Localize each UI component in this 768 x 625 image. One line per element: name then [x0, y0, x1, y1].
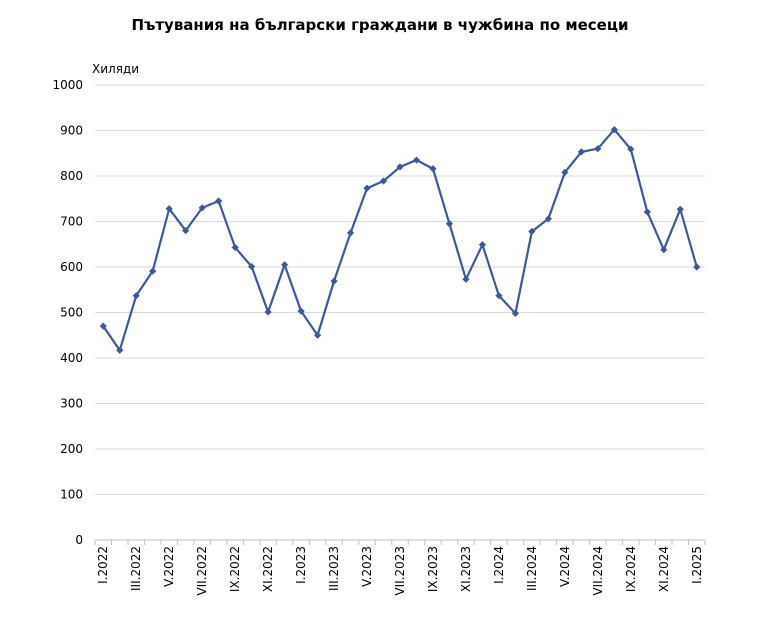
- y-axis-tick-labels: 0 100 200 300 400 500 600 700 800 900 1000: [52, 78, 83, 547]
- data-point: [379, 177, 388, 185]
- data-point: [478, 241, 487, 249]
- y-tick-label: 900: [60, 124, 83, 138]
- data-point: [594, 145, 602, 153]
- gridlines: [95, 84, 705, 495]
- data-point: [412, 156, 421, 164]
- x-tick-label: XI.2023: [459, 546, 473, 592]
- data-point: [528, 227, 536, 236]
- data-point: [610, 125, 618, 134]
- y-tick-label: 0: [75, 533, 83, 547]
- data-point: [577, 148, 585, 156]
- data-point: [280, 261, 289, 269]
- data-point: [165, 205, 173, 213]
- data-point: [363, 184, 371, 192]
- data-point: [511, 309, 520, 318]
- x-tick-label: I.2022: [96, 546, 110, 584]
- x-tick-label: I.2024: [492, 546, 506, 584]
- x-tick-label: V.2022: [162, 546, 176, 587]
- data-point: [346, 229, 355, 237]
- data-point: [445, 220, 454, 228]
- y-tick-label: 400: [60, 351, 83, 365]
- x-tick-label: XI.2024: [657, 546, 671, 592]
- data-point: [215, 197, 223, 205]
- data-point: [561, 168, 569, 176]
- y-tick-label: 700: [60, 215, 83, 229]
- data-point: [429, 165, 437, 173]
- data-point: [132, 292, 140, 300]
- x-tick-label: VII.2022: [195, 546, 209, 596]
- data-point: [330, 277, 338, 285]
- data-point: [99, 322, 107, 330]
- data-point: [116, 346, 124, 354]
- data-point: [495, 292, 503, 300]
- y-tick-label: 300: [60, 397, 83, 411]
- x-axis: [94, 539, 706, 545]
- x-tick-label: IX.2022: [228, 546, 242, 592]
- data-point: [693, 263, 701, 271]
- x-tick-label: IX.2024: [624, 546, 638, 592]
- x-tick-label: III.2022: [129, 546, 143, 591]
- data-point: [643, 208, 651, 216]
- data-point: [313, 331, 322, 339]
- data-point: [627, 145, 635, 153]
- data-point: [660, 246, 668, 254]
- data-point: [149, 267, 157, 275]
- x-axis-tick-labels: I.2022 III.2022 V.2022 VII.2022 IX.2022 XI.20…: [96, 546, 704, 596]
- x-tick-label: VII.2023: [393, 546, 407, 596]
- x-tick-label: I.2025: [690, 546, 704, 584]
- data-point: [676, 205, 684, 213]
- data-point: [231, 243, 239, 252]
- y-axis-unit-label: Хиляди: [92, 62, 139, 76]
- x-tick-label: V.2024: [558, 546, 572, 587]
- data-point: [248, 262, 256, 271]
- x-tick-label: IX.2023: [426, 546, 440, 592]
- series-line: [102, 128, 698, 352]
- y-tick-label: 1000: [52, 78, 83, 92]
- data-point: [396, 163, 404, 171]
- y-tick-label: 600: [60, 260, 83, 274]
- x-tick-label: VII.2024: [591, 546, 605, 596]
- data-point: [182, 227, 190, 235]
- y-tick-label: 800: [60, 169, 83, 183]
- data-point: [544, 215, 552, 223]
- series-group: [99, 125, 701, 354]
- chart-title: Пътувания на български граждани в чужбин…: [132, 16, 629, 34]
- y-tick-label: 200: [60, 442, 83, 456]
- data-point: [462, 275, 470, 283]
- x-tick-label: III.2023: [327, 546, 341, 591]
- data-point: [198, 204, 206, 212]
- x-tick-label: XI.2022: [261, 546, 275, 592]
- x-tick-label: V.2023: [360, 546, 374, 587]
- y-tick-label: 100: [60, 488, 83, 502]
- data-point: [297, 307, 305, 315]
- x-tick-label: I.2023: [294, 546, 308, 584]
- y-tick-label: 500: [60, 306, 83, 320]
- data-point: [264, 308, 272, 316]
- x-tick-label: III.2024: [525, 546, 539, 591]
